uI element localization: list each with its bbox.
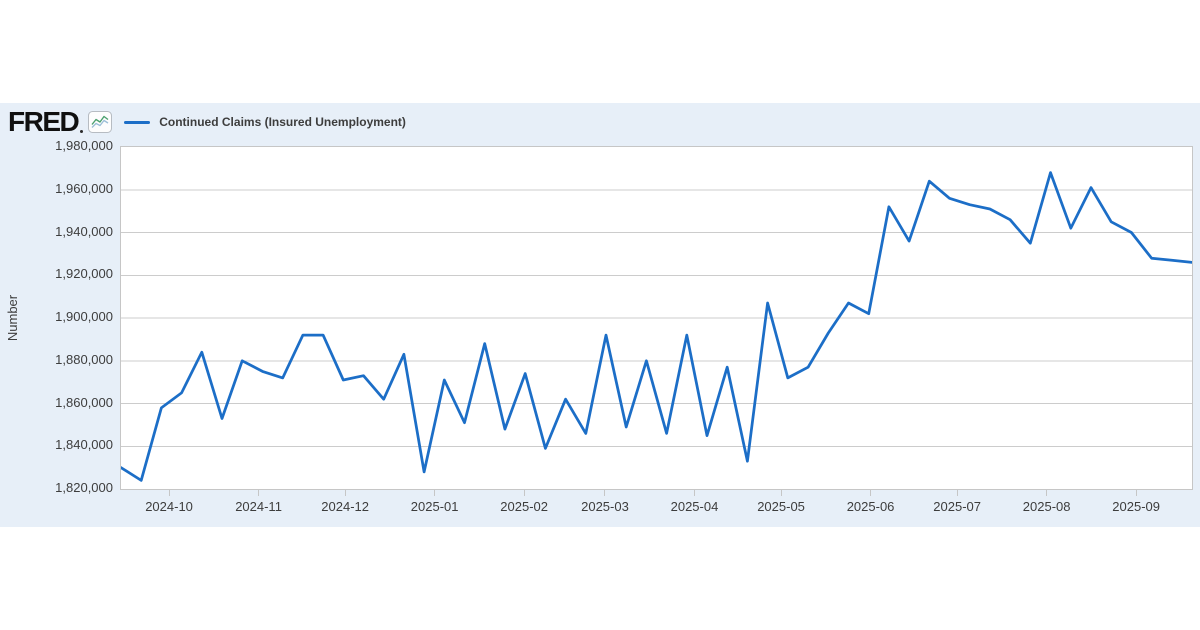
x-tick-mark	[693, 490, 695, 496]
x-tick-label: 2025-02	[500, 499, 548, 514]
x-tick-mark	[1135, 490, 1137, 496]
x-tick-mark	[1046, 490, 1048, 496]
chart-header: FRED Continued Claims (Insured Unemploym…	[0, 103, 1200, 141]
y-tick-label: 1,840,000	[55, 437, 113, 453]
x-tick-mark	[523, 490, 525, 496]
plot-area[interactable]	[120, 146, 1193, 490]
line-chart-svg	[121, 171, 1192, 482]
fred-chart-card: FRED Continued Claims (Insured Unemploym…	[0, 103, 1200, 527]
x-tick-label: 2025-05	[757, 499, 805, 514]
x-tick-label: 2024-12	[321, 499, 370, 514]
y-tick-label: 1,900,000	[55, 309, 113, 324]
registered-mark	[80, 130, 84, 133]
x-tick-mark	[780, 490, 782, 496]
x-tick-mark	[168, 490, 170, 496]
x-tick-label: 2025-04	[670, 499, 719, 514]
y-tick-label: 1,940,000	[55, 223, 113, 239]
fred-logo[interactable]: FRED	[8, 106, 84, 137]
x-tick-label: 2025-08	[1022, 499, 1071, 514]
x-tick-label: 2024-11	[235, 499, 282, 514]
y-tick-label: 1,880,000	[55, 351, 113, 367]
fred-logo-text: FRED	[8, 106, 80, 137]
y-tick-label: 1,920,000	[55, 266, 113, 282]
x-tick-mark	[344, 490, 346, 496]
x-tick-mark	[870, 490, 872, 496]
y-tick-label: 1,960,000	[55, 180, 113, 196]
x-tick-label: 2024-10	[145, 499, 193, 514]
legend-label: Continued Claims (Insured Unemployment)	[159, 115, 406, 129]
data-line-series	[121, 171, 1192, 482]
x-tick-label: 2025-06	[846, 499, 895, 514]
y-tick-label: 1,860,000	[55, 394, 113, 410]
x-tick-mark	[258, 490, 260, 496]
y-tick-label: 1,980,000	[55, 138, 113, 153]
y-tick-label: 1,820,000	[55, 480, 113, 495]
x-tick-mark	[604, 490, 606, 496]
x-tick-label: 2025-01	[410, 499, 459, 514]
x-tick-mark	[956, 490, 958, 496]
fred-graph-icon	[88, 111, 113, 133]
legend-line-marker	[124, 120, 151, 124]
legend-item[interactable]: Continued Claims (Insured Unemployment)	[124, 115, 406, 129]
x-tick-label: 2025-07	[933, 499, 982, 514]
x-tick-label: 2025-09	[1112, 499, 1160, 514]
x-tick-label: 2025-03	[581, 499, 629, 514]
x-tick-mark	[434, 490, 436, 496]
